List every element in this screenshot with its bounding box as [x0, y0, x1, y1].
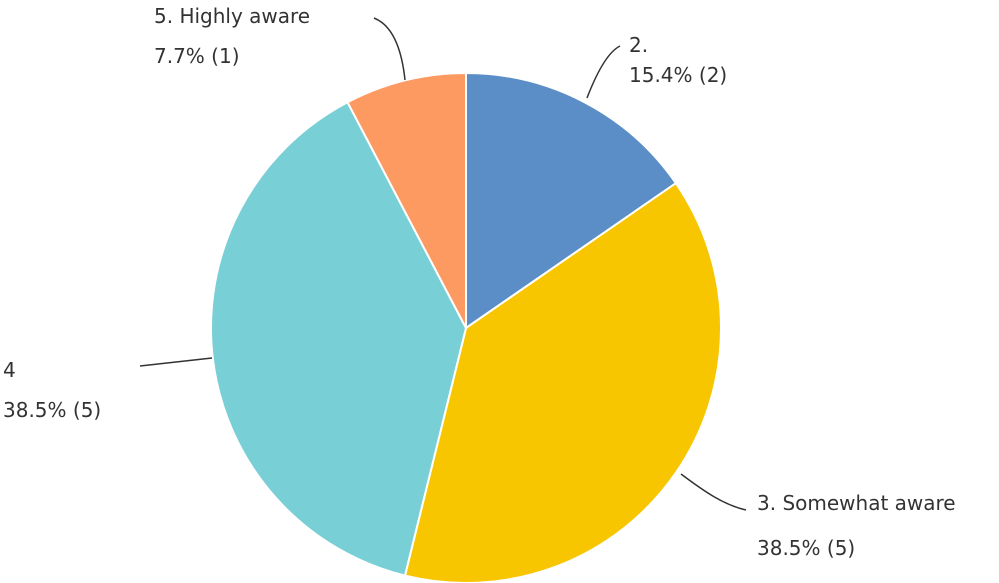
label-leader-lines: [139, 17, 747, 511]
leader-slice-4: [139, 357, 213, 367]
slice-3-label: 3. Somewhat aware: [757, 491, 956, 515]
pie-slice-1: [465, 72, 677, 329]
leader-slice-2: [586, 45, 621, 99]
leader-slice-5: [373, 17, 406, 81]
slice-3-percent: 38.5% (5): [757, 536, 855, 560]
label-slice-4: 4 38.5% (5): [3, 358, 101, 422]
slice-5-percent: 7.7% (1): [154, 44, 240, 68]
slice-4-label: 4: [3, 358, 16, 382]
pie-slice-2: [403, 182, 722, 583]
label-slice-5-highly-aware: 5. Highly aware 7.7% (1): [154, 4, 310, 68]
slice-2-percent: 15.4% (2): [629, 63, 727, 87]
slice-2-label: 2.: [629, 33, 648, 57]
label-slice-2: 2. 15.4% (2): [629, 33, 727, 87]
pie-slice-4: [346, 72, 467, 329]
label-slice-3-somewhat-aware: 3. Somewhat aware 38.5% (5): [757, 491, 956, 560]
leader-slice-3: [680, 473, 747, 511]
pie-slices: [210, 72, 722, 583]
pie-slice-3: [210, 101, 467, 577]
slice-4-percent: 38.5% (5): [3, 398, 101, 422]
slice-5-label: 5. Highly aware: [154, 4, 310, 28]
